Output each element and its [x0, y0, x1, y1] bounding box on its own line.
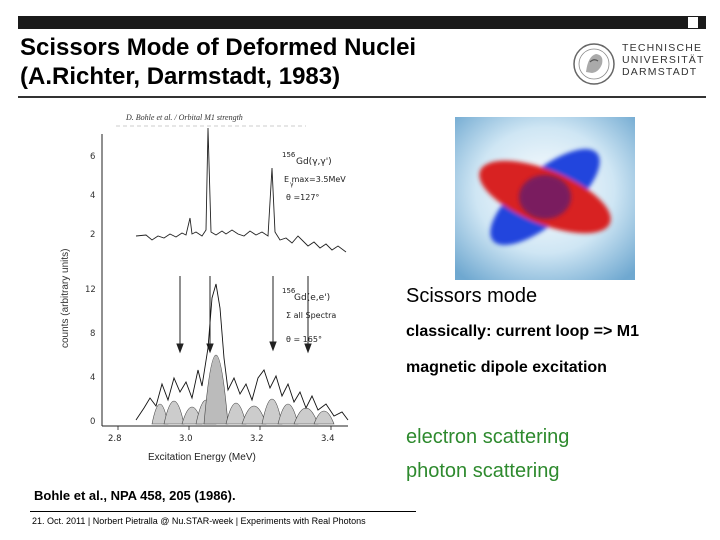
lower-theta-label: θ = 165°: [286, 335, 322, 344]
logo-line: UNIVERSITÄT: [622, 54, 705, 66]
lower-tick: 8: [90, 329, 95, 339]
classically-text: classically: current loop => M1: [406, 323, 639, 340]
upper-emax-sub: γ: [290, 181, 294, 188]
x-tick: 2.8: [108, 434, 122, 444]
lower-fit-peaks: [151, 354, 335, 425]
upper-reaction-label: Gd(γ,γ'): [296, 157, 332, 167]
title-line-1: Scissors Mode of Deformed Nuclei: [20, 34, 417, 61]
upper-theta-label: θ =127°: [286, 193, 319, 202]
lower-tick: 4: [90, 373, 95, 383]
lower-reaction-label: Gd(e,e'): [294, 293, 330, 303]
upper-emax-label: E max=3.5MeV: [284, 175, 346, 184]
lower-sum-label: Σ all Spectra: [286, 311, 336, 320]
upper-tick: 6: [90, 152, 95, 162]
logo-line: TECHNISCHE: [622, 42, 703, 54]
slide-footer: 21. Oct. 2011 | Norbert Pietralla @ Nu.S…: [30, 511, 416, 531]
upper-tick: 2: [90, 230, 95, 240]
x-tick: 3.4: [321, 434, 335, 444]
x-tick: 3.2: [250, 434, 264, 444]
figure-header: D. Bohle et al. / Orbital M1 strength: [125, 113, 243, 122]
lower-mass-label: 156: [282, 287, 296, 295]
upper-spectrum-trace: [135, 127, 347, 253]
electron-scattering-text: electron scattering: [406, 426, 570, 448]
lower-tick: 0: [90, 417, 95, 427]
lower-spectrum-trace: [135, 283, 349, 421]
top-bar: [18, 16, 706, 29]
university-logo: TECHNISCHE UNIVERSITÄT DARMSTADT: [572, 38, 703, 86]
title-line-2: (A.Richter, Darmstadt, 1983): [20, 63, 341, 90]
x-tick: 3.0: [179, 434, 193, 444]
x-axis-label: Excitation Energy (MeV): [148, 452, 256, 463]
overlap-region: [519, 175, 571, 219]
upper-tick: 4: [90, 191, 95, 201]
upper-mass-label: 156: [282, 151, 296, 159]
scissors-mode-heading: Scissors mode: [406, 285, 538, 307]
photon-scattering-text: photon scattering: [406, 460, 560, 482]
y-axis-label: counts (arbitrary units): [60, 249, 71, 348]
deformed-nuclei-image: [455, 117, 635, 280]
title-divider: [18, 96, 706, 98]
university-name: TECHNISCHE UNIVERSITÄT DARMSTADT: [622, 42, 705, 78]
lower-tick: 12: [85, 285, 96, 295]
slide-title: Scissors Mode of Deformed Nuclei (A.Rich…: [20, 33, 416, 91]
magnetic-excitation-text: magnetic dipole excitation: [406, 359, 607, 376]
reference-citation: Bohle et al., NPA 458, 205 (1986).: [34, 488, 236, 503]
top-bar-notch: [688, 17, 698, 28]
spectrum-figure: D. Bohle et al. / Orbital M1 strength co…: [60, 113, 349, 463]
logo-line: DARMSTADT: [622, 66, 698, 78]
university-seal-icon: [573, 43, 615, 85]
